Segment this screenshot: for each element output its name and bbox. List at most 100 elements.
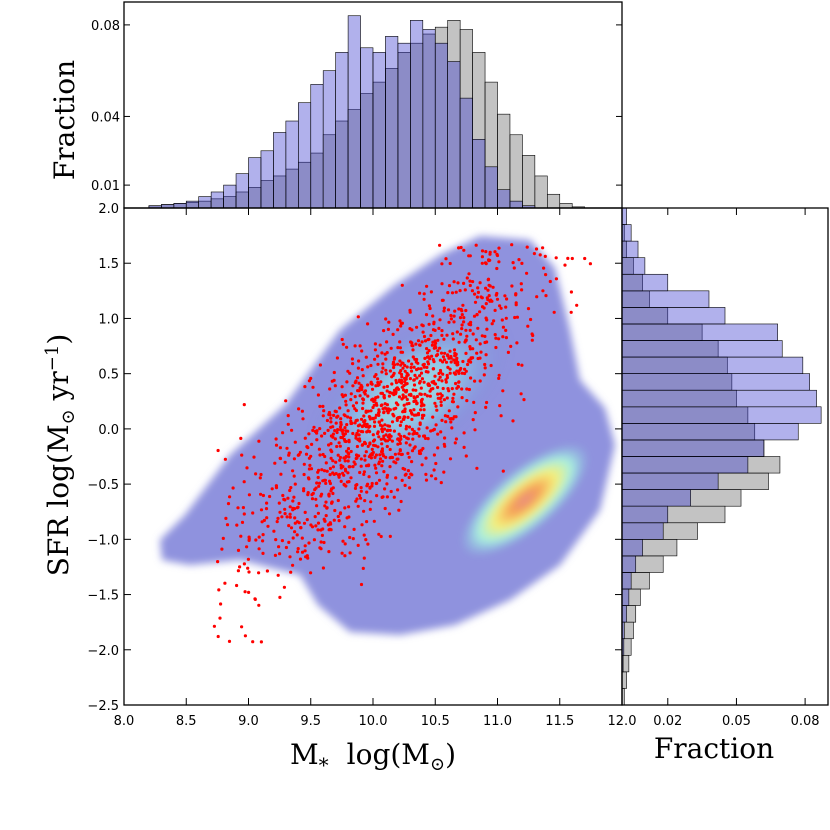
scatter-point (300, 536, 304, 540)
scatter-point (378, 343, 382, 347)
top-y-axis-label: Fraction (48, 60, 81, 180)
scatter-point (483, 362, 487, 367)
scatter-point (383, 427, 387, 431)
main-xtick-label: 11.0 (483, 714, 512, 729)
right-bar-selected (621, 323, 778, 341)
top-bar-selected (273, 132, 287, 209)
scatter-point (397, 395, 402, 399)
scatter-point (371, 433, 375, 437)
scatter-point (412, 413, 417, 417)
scatter-point (283, 507, 287, 511)
scatter-point (460, 387, 464, 391)
top-bar-selected (310, 84, 324, 209)
scatter-point (328, 387, 332, 391)
scatter-point (485, 400, 489, 405)
scatter-point (356, 429, 360, 433)
scatter-point (338, 444, 342, 448)
scatter-point (406, 469, 410, 473)
scatter-point (259, 640, 263, 644)
main-xtick-label: 9.0 (238, 714, 259, 729)
scatter-point (483, 340, 487, 345)
scatter-point (396, 416, 400, 420)
scatter-point (441, 355, 446, 359)
scatter-point (278, 446, 282, 450)
scatter-point (344, 399, 348, 403)
scatter-point (406, 451, 410, 455)
scatter-point (385, 340, 389, 344)
scatter-point (374, 453, 378, 457)
right-bar-selected (621, 257, 646, 275)
scatter-point (418, 381, 422, 385)
top-bar-selected (347, 15, 361, 209)
scatter-point (447, 284, 452, 288)
scatter-point (380, 442, 384, 446)
scatter-point (422, 380, 426, 384)
scatter-point (456, 385, 460, 389)
scatter-point (370, 481, 374, 486)
scatter-point (318, 404, 322, 408)
scatter-point (451, 400, 455, 404)
scatter-point (464, 454, 468, 458)
scatter-point (286, 414, 290, 418)
scatter-point (486, 298, 490, 302)
scatter-point (373, 420, 377, 424)
scatter-point (482, 306, 486, 310)
top-bar-selected (297, 102, 312, 209)
scatter-point (296, 550, 300, 554)
scatter-point (380, 430, 384, 434)
scatter-point (447, 409, 451, 413)
scatter-point (495, 297, 500, 301)
scatter-point (324, 481, 328, 485)
scatter-point (322, 540, 326, 545)
scatter-point (316, 511, 320, 515)
scatter-point (460, 323, 464, 327)
scatter-point (272, 529, 276, 533)
scatter-point (410, 417, 414, 421)
scatter-point (360, 349, 364, 353)
scatter-point (366, 383, 370, 387)
scatter-point (334, 472, 338, 476)
scatter-point (297, 501, 301, 506)
scatter-point (316, 393, 320, 397)
scatter-point (492, 319, 496, 323)
scatter-point (446, 365, 450, 369)
scatter-point (430, 354, 434, 358)
scatter-point (342, 473, 346, 477)
scatter-point (383, 423, 387, 427)
scatter-point (391, 332, 395, 336)
scatter-point (404, 395, 408, 399)
scatter-point (373, 348, 377, 352)
scatter-point (364, 464, 369, 468)
scatter-point (315, 438, 319, 442)
scatter-point (385, 444, 389, 449)
scatter-point (449, 356, 453, 360)
scatter-point (317, 481, 322, 485)
scatter-point (469, 376, 473, 380)
scatter-point (305, 445, 309, 449)
scatter-point (414, 342, 418, 346)
scatter-point (383, 506, 387, 511)
scatter-point (283, 460, 287, 464)
scatter-point (475, 295, 479, 299)
scatter-point (354, 483, 358, 488)
scatter-point (359, 496, 363, 500)
scatter-point (322, 409, 326, 413)
scatter-point (369, 500, 373, 504)
scatter-point (575, 303, 579, 307)
scatter-point (240, 520, 245, 525)
scatter-point (288, 488, 292, 493)
scatter-point (411, 388, 415, 392)
scatter-point (365, 422, 369, 426)
scatter-point (409, 365, 413, 370)
scatter-point (245, 545, 249, 549)
scatter-point (517, 258, 521, 262)
scatter-point (331, 435, 335, 439)
scatter-point (519, 392, 523, 396)
scatter-point (296, 547, 300, 551)
scatter-point (468, 279, 472, 283)
scatter-point (385, 495, 389, 499)
scatter-point (457, 340, 461, 344)
scatter-point (347, 515, 351, 519)
scatter-point (398, 346, 402, 350)
scatter-point (389, 489, 393, 494)
